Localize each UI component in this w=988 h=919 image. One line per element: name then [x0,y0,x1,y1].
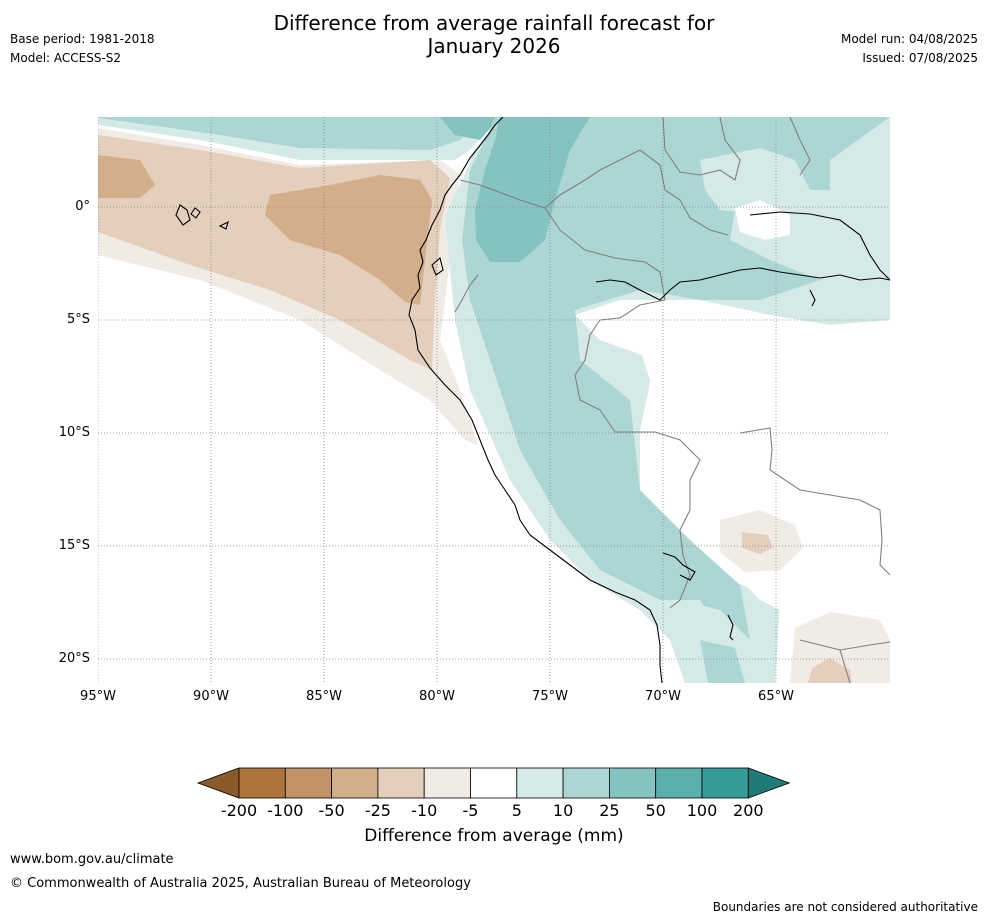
colorbar-tick-label: -100 [267,801,304,820]
colorbar-tick-label: 5 [511,801,522,820]
brown-25-patch-bolivia [742,532,773,554]
lon-tick-65w: 65°W [758,689,794,704]
colorbar-tick-label: -50 [318,801,345,820]
lat-tick-15s: 15°S [58,538,90,553]
colorbar-tick-label: 100 [686,801,718,820]
map-plot-area [98,117,890,683]
lat-tick-10s: 10°S [58,425,90,440]
colorbar-tick-label: -200 [220,801,258,820]
teal-10-inset-north [700,148,810,215]
brown-10-patch-south [790,612,890,683]
teal-25-band-north [98,117,480,150]
colorbar-tick-label: 50 [645,801,666,820]
lon-tick-95w: 95°W [80,689,116,704]
teal-25-band-south [700,640,745,683]
country-borders [454,117,890,683]
issued-label: Issued: 07/08/2025 [862,51,978,65]
lon-tick-85w: 85°W [306,689,342,704]
website-link[interactable]: www.bom.gov.au/climate [10,852,174,867]
teal-50-patch-north [440,117,500,140]
colorbar-tick-label: 10 [552,801,574,820]
colorbar-tick-label: 200 [733,801,764,820]
map-title-line1: Difference from average rainfall forecas… [273,11,715,35]
lat-tick-0: 0° [75,199,90,214]
teal-25-region [462,117,890,640]
lat-tick-20s: 20°S [58,651,90,666]
colorbar-tick-label: -5 [462,801,479,820]
teal-10-band-south [680,600,760,683]
lon-tick-70w: 70°W [645,689,681,704]
brown-50-region-west [98,155,155,198]
lon-tick-75w: 75°W [532,689,568,704]
colorbar-tick-label: -10 [411,801,438,820]
map-gridlines [98,117,890,683]
map-title: Difference from average rainfall forecas… [0,12,988,58]
colorbar-title: Difference from average (mm) [364,826,624,846]
map-title-line2: January 2026 [427,34,561,58]
model-run-label: Model run: 04/08/2025 [840,32,978,46]
white-hole-central [630,305,890,683]
brown-25-patch-south [808,658,852,683]
model-label: Model: ACCESS-S2 [10,51,122,65]
boundary-disclaimer: Boundaries are not considered authoritat… [712,900,978,914]
colorbar-tick-label: -25 [364,801,391,820]
teal-50-region [475,117,590,262]
base-period-label: Base period: 1981-2018 [10,32,155,46]
colorbar-tick-label: 25 [599,801,620,820]
lon-tick-90w: 90°W [193,689,229,704]
lon-tick-80w: 80°W [419,689,455,704]
brown-50-region-coast [265,175,432,305]
coastlines [175,117,890,683]
lat-tick-5s: 5°S [66,312,90,327]
copyright-text: © Commonwealth of Australia 2025, Austra… [10,876,471,891]
